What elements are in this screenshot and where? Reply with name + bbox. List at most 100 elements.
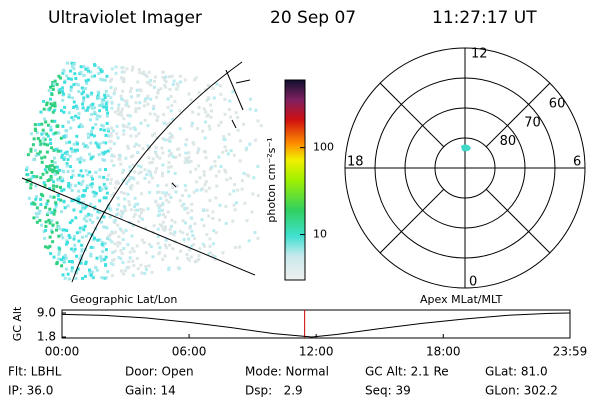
uv-pixel xyxy=(110,106,114,110)
uv-pixel xyxy=(120,98,124,102)
uv-pixel xyxy=(130,68,134,72)
uv-pixel xyxy=(91,177,94,181)
uv-pixel xyxy=(79,254,83,258)
uv-pixel xyxy=(152,224,156,228)
uv-pixel xyxy=(86,145,90,149)
uv-pixel xyxy=(166,105,170,109)
uv-pixel xyxy=(128,169,132,173)
uv-pixel xyxy=(138,71,142,75)
uv-pixel xyxy=(161,171,164,175)
uv-pixel xyxy=(175,87,178,91)
info-field: Dsp: 2.9 xyxy=(245,384,303,398)
uv-pixel xyxy=(70,116,74,120)
uv-pixel xyxy=(92,238,96,242)
uv-pixel xyxy=(247,239,251,243)
uv-pixel xyxy=(123,205,127,209)
uv-pixel xyxy=(35,220,39,224)
uv-pixel xyxy=(89,252,93,256)
uv-pixel xyxy=(49,168,53,172)
uv-pixel xyxy=(84,109,87,113)
uv-pixel xyxy=(146,207,150,211)
uv-pixel xyxy=(112,192,116,196)
uv-pixel xyxy=(34,197,38,201)
uv-pixel xyxy=(193,222,197,226)
uv-pixel xyxy=(164,225,167,229)
uv-pixel xyxy=(247,174,251,178)
uv-pixel xyxy=(54,201,58,205)
uv-pixel xyxy=(129,208,133,212)
uv-pixel xyxy=(156,115,160,119)
uv-pixel xyxy=(133,205,136,208)
uv-pixel xyxy=(65,164,69,168)
uv-pixel xyxy=(105,114,109,118)
uv-pixel xyxy=(44,120,48,124)
uv-pixel xyxy=(122,231,126,235)
date: 20 Sep 07 xyxy=(270,8,356,28)
uv-pixel xyxy=(105,74,109,78)
uv-pixel xyxy=(98,188,102,192)
uv-pixel xyxy=(72,142,76,146)
uv-pixel xyxy=(48,178,52,182)
uv-pixel xyxy=(169,151,173,155)
uv-pixel xyxy=(157,88,160,92)
uv-pixel xyxy=(88,270,92,274)
uv-pixel xyxy=(87,212,91,216)
uv-pixel xyxy=(206,113,210,117)
polar-spoke xyxy=(379,82,445,148)
uv-pixel xyxy=(93,110,96,114)
uv-pixel xyxy=(105,108,109,112)
uv-pixel xyxy=(88,152,92,156)
uv-pixel xyxy=(101,124,105,128)
uv-pixel xyxy=(135,244,139,248)
uv-pixel xyxy=(158,251,162,255)
uv-pixel xyxy=(126,113,130,117)
uv-pixel xyxy=(161,191,165,195)
uv-pixel xyxy=(128,256,132,260)
uv-pixel xyxy=(208,237,212,241)
uv-pixel xyxy=(34,128,38,132)
uv-pixel xyxy=(203,136,207,140)
uv-pixel xyxy=(81,276,85,280)
globe-line xyxy=(21,177,256,276)
uv-pixel xyxy=(156,184,160,188)
uv-pixel xyxy=(102,196,106,200)
colorbar-tick-label: 100 xyxy=(313,141,334,154)
uv-pixel xyxy=(94,191,98,195)
uv-pixel xyxy=(39,176,43,180)
uv-pixel xyxy=(219,165,223,168)
uv-pixel xyxy=(69,85,73,89)
uv-pixel xyxy=(137,132,141,136)
uv-pixel xyxy=(57,246,61,250)
uv-pixel xyxy=(239,139,242,143)
uv-pixel xyxy=(29,147,33,151)
uv-pixel xyxy=(133,144,136,148)
uv-pixel xyxy=(56,149,60,153)
uv-pixel xyxy=(164,246,168,250)
uv-pixel xyxy=(39,142,43,146)
uv-pixel xyxy=(58,168,62,172)
uv-pixel xyxy=(131,273,135,277)
uv-image xyxy=(25,61,263,281)
uv-pixel xyxy=(177,147,181,151)
uv-pixel xyxy=(79,210,83,214)
uv-pixel xyxy=(195,188,199,192)
info-field: IP: 36.0 xyxy=(8,384,53,398)
uv-pixel xyxy=(84,219,88,223)
uv-pixel xyxy=(87,78,90,82)
uv-pixel xyxy=(57,131,61,135)
uv-pixel xyxy=(46,143,49,147)
uv-pixel xyxy=(201,242,205,246)
uv-pixel xyxy=(30,171,34,174)
uv-pixel xyxy=(35,175,39,179)
uv-pixel xyxy=(67,120,70,124)
uv-pixel xyxy=(42,99,46,103)
uv-pixel xyxy=(72,100,76,104)
uv-pixel xyxy=(131,259,135,263)
uv-pixel xyxy=(100,99,104,103)
uv-pixel xyxy=(92,190,96,194)
uv-pixel xyxy=(110,67,114,71)
uv-pixel xyxy=(164,75,168,79)
uv-pixel xyxy=(61,273,65,277)
uv-pixel xyxy=(53,101,57,105)
uv-pixel xyxy=(104,168,107,171)
